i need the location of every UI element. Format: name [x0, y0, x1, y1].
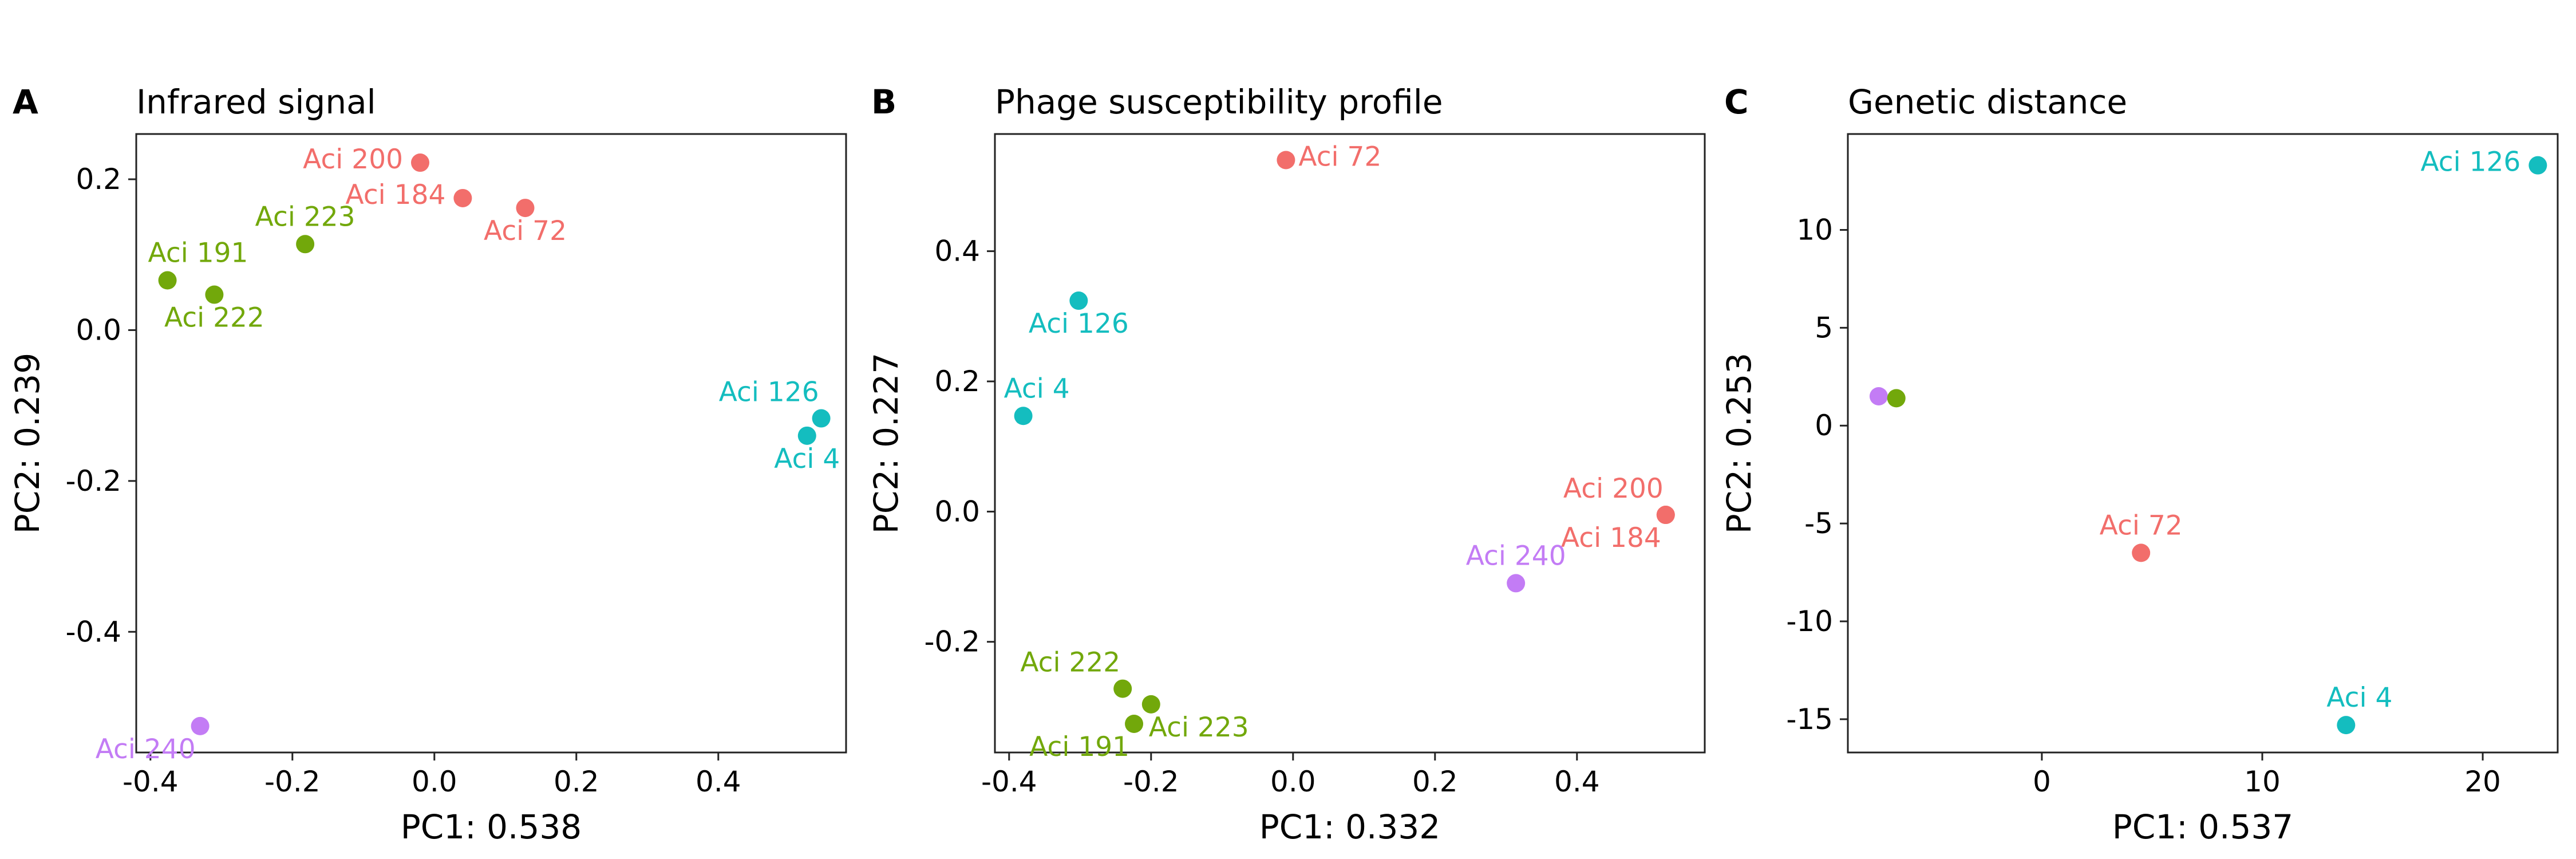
x-tick-label: 0.2	[1412, 765, 1458, 798]
data-point	[1507, 574, 1526, 593]
point-label: Aci 191	[1029, 731, 1129, 763]
point-label: Aci 4	[1004, 373, 1070, 404]
data-point	[2132, 543, 2151, 562]
point-label: Aci 223	[1149, 712, 1249, 743]
y-tick-label: -0.2	[65, 464, 121, 498]
data-point	[191, 716, 210, 735]
point-label: Aci 223	[255, 201, 355, 233]
chart-panel-b: B Phage susceptibility profile -0.4 -0.2 0.0…	[867, 82, 1706, 846]
x-tick-label: 0.4	[696, 765, 741, 798]
data-point	[2337, 716, 2356, 735]
point-label: Aci 222	[164, 302, 264, 334]
data-point	[453, 188, 472, 207]
panel-title: Genetic distance	[1848, 82, 2127, 121]
x-axis-label: PC1: 0.538	[401, 807, 582, 846]
point-label: Aci 4	[774, 443, 840, 475]
point-label: Aci 72	[2100, 510, 2183, 541]
plot-frame	[994, 133, 1706, 754]
point-label: Aci 200	[1563, 473, 1664, 505]
point-label: Aci 126	[2420, 147, 2520, 178]
data-point	[797, 426, 816, 445]
data-point	[1656, 506, 1675, 525]
point-label: Aci 72	[484, 215, 567, 247]
x-tick-label: 0.4	[1554, 765, 1600, 798]
data-point	[1141, 695, 1160, 714]
x-tick-label: 0.0	[412, 765, 457, 798]
x-tick-label: -0.2	[1123, 765, 1179, 798]
x-tick-label: 10	[2244, 765, 2281, 798]
data-point	[1869, 387, 1888, 405]
y-tick-label: -5	[1804, 507, 1833, 540]
data-point	[516, 199, 535, 218]
y-tick-label: 0	[1815, 409, 1833, 442]
point-label: Aci 240	[1466, 540, 1566, 572]
data-point	[1014, 407, 1033, 425]
y-tick-label: 0.2	[934, 365, 980, 398]
point-label: Aci 200	[303, 144, 403, 175]
x-tick-label: -0.4	[123, 765, 179, 798]
y-axis-label: PC2: 0.239	[8, 353, 47, 534]
data-point	[205, 285, 224, 304]
point-label: Aci 184	[1561, 522, 1661, 554]
data-point	[158, 271, 177, 290]
y-tick-label: 0.0	[76, 313, 121, 346]
point-label: Aci 126	[719, 377, 819, 408]
point-label: Aci 240	[96, 734, 196, 765]
chart-panel-c: C Genetic distance 0 10 20 10 5 0 -5 -10 -15 PC1: 0…	[1720, 82, 2559, 846]
x-tick-label: 0.2	[554, 765, 599, 798]
y-tick-label: -0.2	[924, 625, 980, 659]
plot-frame	[1847, 133, 2559, 754]
y-tick-label: 5	[1815, 311, 1833, 344]
x-tick-label: -0.4	[981, 765, 1037, 798]
data-point	[1113, 679, 1132, 698]
data-point	[1887, 389, 1906, 408]
y-tick-label: 0.0	[934, 495, 980, 528]
data-point	[812, 409, 831, 428]
y-axis-label: PC2: 0.253	[1720, 353, 1759, 534]
y-axis-label: PC2: 0.227	[867, 353, 906, 534]
x-tick-label: 0.0	[1270, 765, 1316, 798]
x-tick-label: 20	[2464, 765, 2501, 798]
data-point	[1125, 714, 1144, 733]
x-axis-label: PC1: 0.537	[2112, 807, 2293, 846]
x-tick-label: -0.2	[264, 765, 321, 798]
x-axis-label: PC1: 0.332	[1259, 807, 1440, 846]
x-tick-label: 0	[2033, 765, 2051, 798]
panel-letter: C	[1724, 82, 1749, 121]
point-label: Aci 191	[148, 238, 248, 269]
data-point	[1277, 151, 1295, 170]
data-point	[1069, 291, 1088, 310]
y-tick-label: -0.4	[65, 615, 121, 648]
point-label: Aci 4	[2326, 682, 2392, 714]
y-tick-label: -10	[1786, 605, 1833, 638]
chart-panel-a: A Infrared signal -0.4 -0.2 0.0 0.2 0.4 0.2 0.0 -…	[8, 82, 847, 846]
point-label: Aci 184	[346, 179, 446, 211]
point-label: Aci 72	[1298, 141, 1381, 172]
panel-letter: B	[871, 82, 896, 121]
point-label: Aci 126	[1029, 308, 1129, 340]
panel-title: Phage susceptibility profile	[995, 82, 1443, 121]
panel-title: Infrared signal	[136, 82, 376, 121]
y-tick-label: -15	[1786, 703, 1833, 736]
point-label: Aci 222	[1020, 647, 1120, 679]
y-tick-label: 10	[1796, 213, 1833, 246]
data-point	[2528, 156, 2547, 175]
plot-frame	[135, 133, 847, 754]
data-point	[296, 235, 315, 254]
y-tick-label: 0.2	[76, 163, 121, 196]
panel-letter: A	[13, 82, 38, 121]
y-tick-label: 0.4	[934, 235, 980, 268]
data-point	[411, 153, 429, 172]
